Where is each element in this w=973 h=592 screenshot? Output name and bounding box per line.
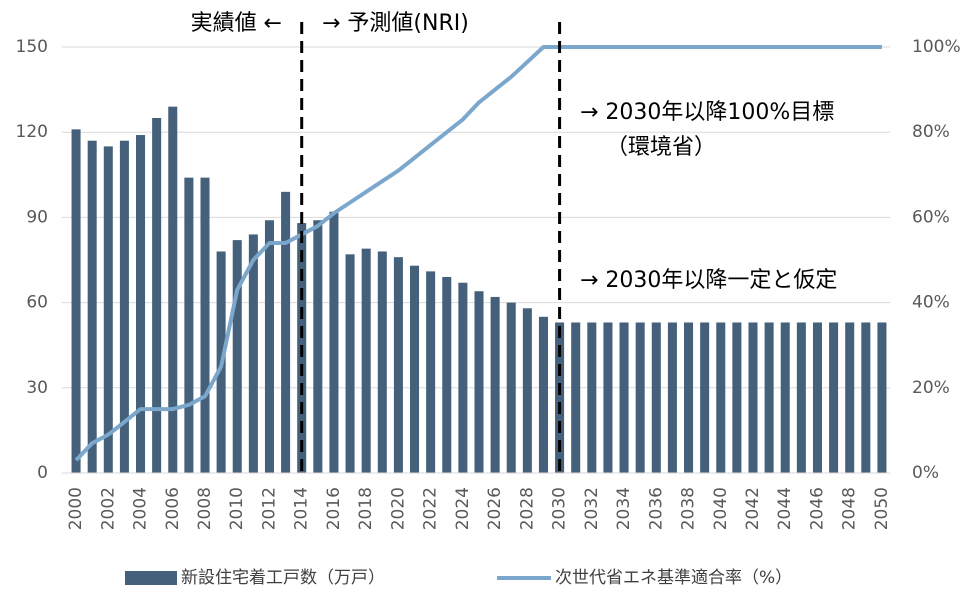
bar xyxy=(635,322,645,473)
y-tick-label: 150 xyxy=(16,37,48,57)
bar xyxy=(474,291,484,473)
bar xyxy=(361,248,371,473)
bar xyxy=(538,316,548,473)
x-tick-label: 2022 xyxy=(421,487,441,530)
bar xyxy=(861,322,871,473)
bar xyxy=(603,322,613,473)
y-tick-label: 90 xyxy=(26,207,48,227)
bar xyxy=(522,308,532,473)
x-tick-label: 2034 xyxy=(614,487,634,530)
bar xyxy=(168,106,178,473)
bar xyxy=(619,322,629,473)
x-tick-label: 2018 xyxy=(356,487,376,530)
bar xyxy=(184,177,194,473)
bar xyxy=(264,220,274,473)
bar xyxy=(796,322,806,473)
bar xyxy=(87,140,97,473)
bar xyxy=(103,146,113,473)
x-tick-label: 2042 xyxy=(743,487,763,530)
annotation: → 2030年以降100%目標 xyxy=(580,100,834,125)
bar xyxy=(667,322,677,473)
bar xyxy=(329,211,339,473)
bar xyxy=(764,322,774,473)
bar xyxy=(845,322,855,473)
x-tick-label: 2016 xyxy=(324,487,344,530)
x-tick-label: 2036 xyxy=(646,487,666,530)
bar xyxy=(651,322,661,473)
bar xyxy=(345,254,355,473)
annotation: → 予測値(NRI) xyxy=(322,11,469,36)
bar xyxy=(700,322,710,473)
x-tick-label: 2000 xyxy=(66,487,86,530)
bar xyxy=(393,257,403,473)
bar xyxy=(248,234,258,473)
annotation: → 2030年以降一定と仮定 xyxy=(580,268,837,293)
bar xyxy=(136,135,146,474)
x-tick-label: 2032 xyxy=(582,487,602,530)
bar xyxy=(119,140,129,473)
bar xyxy=(555,322,565,473)
x-tick-label: 2048 xyxy=(840,487,860,530)
bar xyxy=(442,277,452,473)
bar xyxy=(377,251,387,473)
y-tick-label: 30 xyxy=(26,378,48,398)
x-tick-label: 2004 xyxy=(131,487,151,530)
y2-tick-label: 40% xyxy=(912,293,950,313)
bar xyxy=(587,322,597,473)
bar xyxy=(716,322,726,473)
x-tick-label: 2008 xyxy=(195,487,215,530)
x-tick-label: 2010 xyxy=(227,487,247,530)
bar xyxy=(71,129,81,474)
y2-tick-label: 80% xyxy=(912,122,950,142)
x-tick-label: 2002 xyxy=(98,487,118,530)
legend-label: 新設住宅着工戸数（万戸） xyxy=(181,568,385,588)
annotation: 実績値 ← xyxy=(191,11,282,36)
bar xyxy=(684,322,694,473)
x-tick-label: 2020 xyxy=(388,487,408,530)
bar xyxy=(506,302,516,473)
y2-tick-label: 100% xyxy=(912,37,961,57)
bar xyxy=(829,322,839,473)
line-series xyxy=(74,45,882,462)
x-tick-label: 2040 xyxy=(711,487,731,530)
bar xyxy=(490,296,500,473)
bar xyxy=(732,322,742,473)
x-tick-label: 2012 xyxy=(259,487,279,530)
bar xyxy=(877,322,887,473)
bar xyxy=(200,177,210,473)
y2-tick-label: 0% xyxy=(912,463,939,483)
y2-tick-label: 60% xyxy=(912,207,950,227)
bar xyxy=(410,265,420,473)
bar xyxy=(281,191,291,473)
bar xyxy=(780,322,790,473)
y-tick-label: 60 xyxy=(26,293,48,313)
legend-swatch xyxy=(125,571,177,585)
bar xyxy=(152,118,162,473)
bar xyxy=(458,282,468,473)
x-tick-label: 2030 xyxy=(550,487,570,530)
annotation: （環境省） xyxy=(606,135,716,160)
x-tick-label: 2044 xyxy=(775,487,795,530)
bar xyxy=(426,271,436,473)
y-tick-label: 0 xyxy=(37,463,48,483)
x-tick-label: 2028 xyxy=(517,487,537,530)
bar xyxy=(232,240,242,473)
bar xyxy=(748,322,758,473)
x-tick-label: 2024 xyxy=(453,487,473,530)
bar xyxy=(313,220,323,473)
y2-tick-label: 20% xyxy=(912,378,950,398)
x-tick-label: 2006 xyxy=(163,487,183,530)
y-tick-label: 120 xyxy=(16,122,48,142)
legend-label: 次世代省エネ基準適合率（%） xyxy=(555,568,792,588)
x-tick-label: 2038 xyxy=(679,487,699,530)
x-tick-label: 2026 xyxy=(485,487,505,530)
bar xyxy=(571,322,581,473)
x-tick-label: 2046 xyxy=(807,487,827,530)
x-tick-label: 2014 xyxy=(292,487,312,530)
bar xyxy=(812,322,822,473)
x-tick-label: 2050 xyxy=(872,487,892,530)
